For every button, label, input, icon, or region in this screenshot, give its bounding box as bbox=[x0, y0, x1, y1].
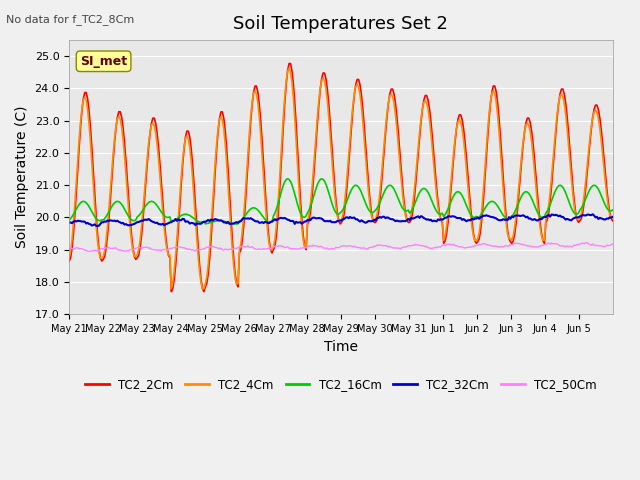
Text: No data for f_TC2_8Cm: No data for f_TC2_8Cm bbox=[6, 14, 134, 25]
Title: Soil Temperatures Set 2: Soil Temperatures Set 2 bbox=[234, 15, 448, 33]
Y-axis label: Soil Temperature (C): Soil Temperature (C) bbox=[15, 106, 29, 249]
Legend: TC2_2Cm, TC2_4Cm, TC2_16Cm, TC2_32Cm, TC2_50Cm: TC2_2Cm, TC2_4Cm, TC2_16Cm, TC2_32Cm, TC… bbox=[81, 373, 602, 396]
Text: SI_met: SI_met bbox=[80, 55, 127, 68]
X-axis label: Time: Time bbox=[324, 339, 358, 353]
